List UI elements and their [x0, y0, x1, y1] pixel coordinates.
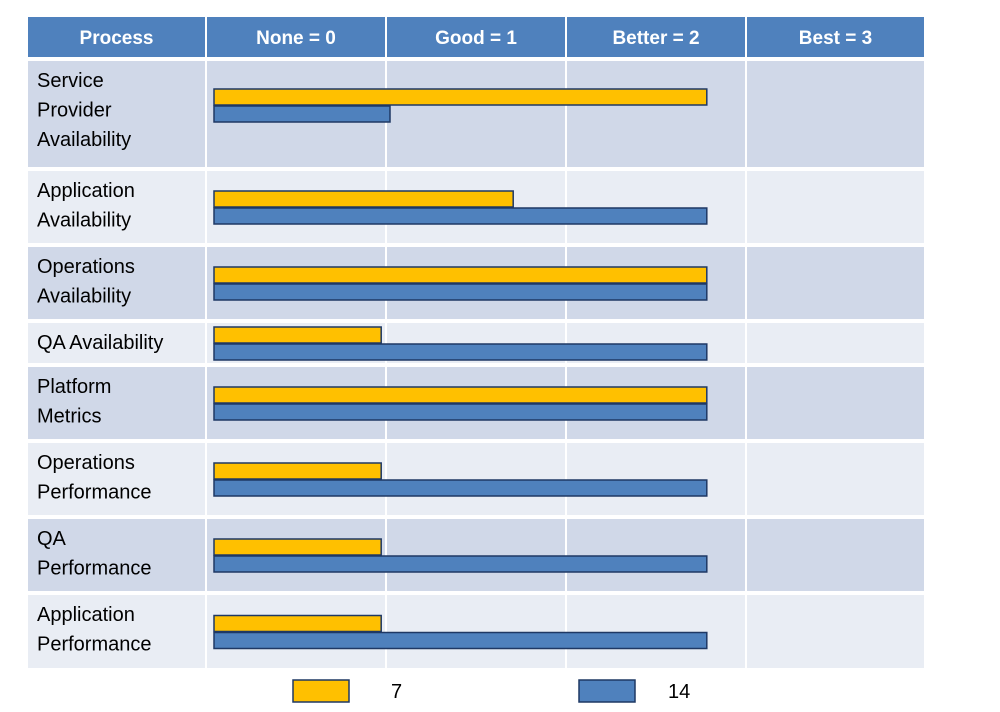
table-cell	[747, 367, 924, 439]
bar-series-14	[213, 283, 708, 301]
table-cell	[567, 595, 745, 668]
header-cell	[207, 17, 385, 57]
table-cell	[28, 323, 205, 363]
bar-series-14	[213, 343, 708, 361]
table-cell	[747, 61, 924, 167]
table-cell	[747, 519, 924, 591]
bar-series-7	[213, 386, 708, 404]
row-label: Metrics	[37, 406, 101, 428]
row-label: Operations	[37, 452, 135, 474]
table-cell	[387, 595, 565, 668]
table-cell	[747, 443, 924, 515]
legend: 7 14	[292, 679, 690, 703]
bar-series-14	[213, 479, 708, 497]
row-label: Performance	[37, 634, 152, 656]
row-label: Provider	[37, 100, 112, 122]
row-label: Operations	[37, 256, 135, 278]
table-cell	[387, 443, 565, 515]
header-process-label: Process	[80, 28, 154, 49]
table-cell	[747, 247, 924, 319]
row-label: Application	[37, 604, 135, 626]
header-level-label: None = 0	[256, 28, 336, 49]
bar-series-7	[213, 462, 382, 480]
table-cell	[567, 171, 745, 243]
bar-series-14	[213, 631, 708, 650]
table-cell	[28, 519, 205, 591]
table-cell	[567, 443, 745, 515]
bars	[213, 88, 708, 650]
legend-swatch-14	[578, 679, 636, 703]
table-cell	[28, 367, 205, 439]
bar-series-7	[213, 88, 708, 106]
header-cell	[747, 17, 924, 57]
bar-series-7	[213, 614, 382, 633]
table-cell	[28, 247, 205, 319]
legend-label-14: 14	[668, 681, 690, 703]
row-labels: Service Provider Availability Application Av…	[37, 70, 163, 656]
header-cell	[28, 17, 205, 57]
row-label: QA	[37, 528, 67, 550]
bar-series-7	[213, 326, 382, 344]
table-header: Process None = 0 Good = 1 Better = 2 Best = …	[28, 17, 924, 57]
header-level-label: Better = 2	[612, 28, 699, 49]
bar-series-14	[213, 105, 391, 123]
table-cell	[567, 519, 745, 591]
bar-series-14	[213, 403, 708, 421]
row-label: Platform	[37, 376, 111, 398]
table-cell	[747, 595, 924, 668]
bar-series-7	[213, 266, 708, 284]
header-level-label: Best = 3	[799, 28, 872, 49]
row-label: Application	[37, 180, 135, 202]
table-cell	[567, 61, 745, 167]
table-cell	[387, 61, 565, 167]
table-cell	[747, 323, 924, 363]
table-cell	[28, 443, 205, 515]
table-cell	[28, 61, 205, 167]
bar-series-14	[213, 207, 708, 225]
table-background	[28, 61, 924, 668]
row-label: Availability	[37, 286, 131, 308]
row-label: Performance	[37, 558, 152, 580]
header-level-label: Good = 1	[435, 28, 517, 49]
legend-label-7: 7	[391, 681, 402, 703]
table-cell	[28, 171, 205, 243]
legend-swatch-7	[292, 679, 350, 703]
bar-series-7	[213, 190, 514, 208]
row-label: QA Availability	[37, 332, 163, 354]
bar-series-14	[213, 555, 708, 573]
row-label: Availability	[37, 210, 131, 232]
row-label: Service	[37, 70, 104, 92]
table-cell	[747, 171, 924, 243]
bar-series-7	[213, 538, 382, 556]
row-label: Performance	[37, 482, 152, 504]
table-cell	[387, 519, 565, 591]
row-label: Availability	[37, 129, 131, 151]
header-cell	[387, 17, 565, 57]
table-cell	[28, 595, 205, 668]
header-cell	[567, 17, 745, 57]
